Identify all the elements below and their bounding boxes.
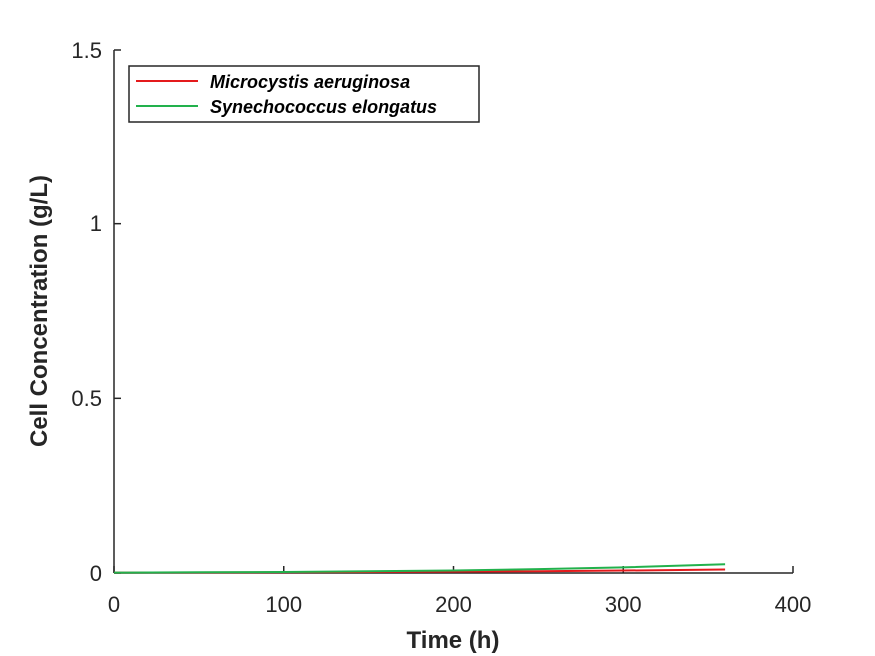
legend: Microcystis aeruginosa Synechococcus elo… — [128, 65, 480, 123]
legend-label-microcystis: Microcystis aeruginosa — [210, 72, 410, 92]
y-axis-title: Cell Concentration (g/L) — [26, 175, 53, 447]
legend-box — [128, 65, 480, 123]
legend-label-synechococcus: Synechococcus elongatus — [210, 97, 437, 117]
y-tick-label: 1.5 — [71, 38, 102, 63]
x-tick-label: 0 — [108, 592, 120, 617]
x-tick-label: 100 — [265, 592, 302, 617]
series-line-1 — [113, 563, 726, 574]
x-axis-title: Time (h) — [407, 627, 500, 654]
series-group — [113, 563, 726, 574]
x-ticks: 0 100 200 300 400 — [108, 566, 811, 617]
x-tick-label: 200 — [435, 592, 472, 617]
x-tick-label: 300 — [605, 592, 642, 617]
x-tick-label: 400 — [775, 592, 812, 617]
y-ticks: 0 0.5 1 1.5 — [71, 38, 121, 586]
y-tick-label: 1 — [90, 211, 102, 236]
y-tick-label: 0 — [90, 561, 102, 586]
y-tick-label: 0.5 — [71, 386, 102, 411]
